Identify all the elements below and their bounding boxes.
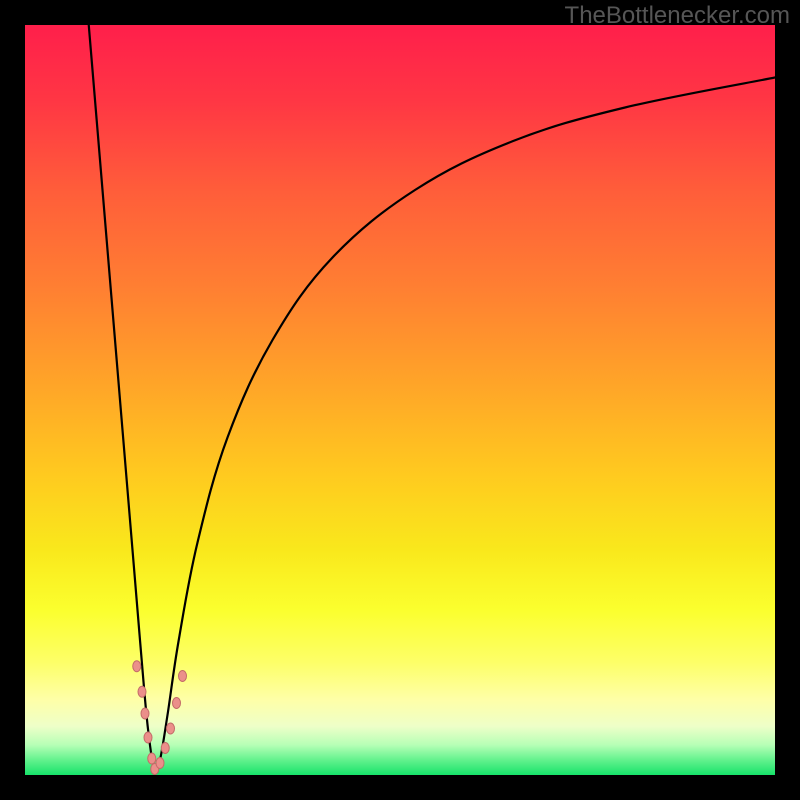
marker-point xyxy=(179,671,187,682)
marker-point xyxy=(173,698,181,709)
watermark-text: TheBottlenecker.com xyxy=(565,2,790,30)
marker-point xyxy=(156,758,164,769)
chart-container: TheBottlenecker.com xyxy=(0,0,800,800)
plot-area xyxy=(25,25,775,775)
marker-point xyxy=(161,743,169,754)
marker-point xyxy=(148,753,156,764)
marker-point xyxy=(144,732,152,743)
marker-point xyxy=(133,661,141,672)
chart-svg xyxy=(25,25,775,775)
marker-point xyxy=(167,723,175,734)
marker-point xyxy=(141,708,149,719)
marker-point xyxy=(138,686,146,697)
